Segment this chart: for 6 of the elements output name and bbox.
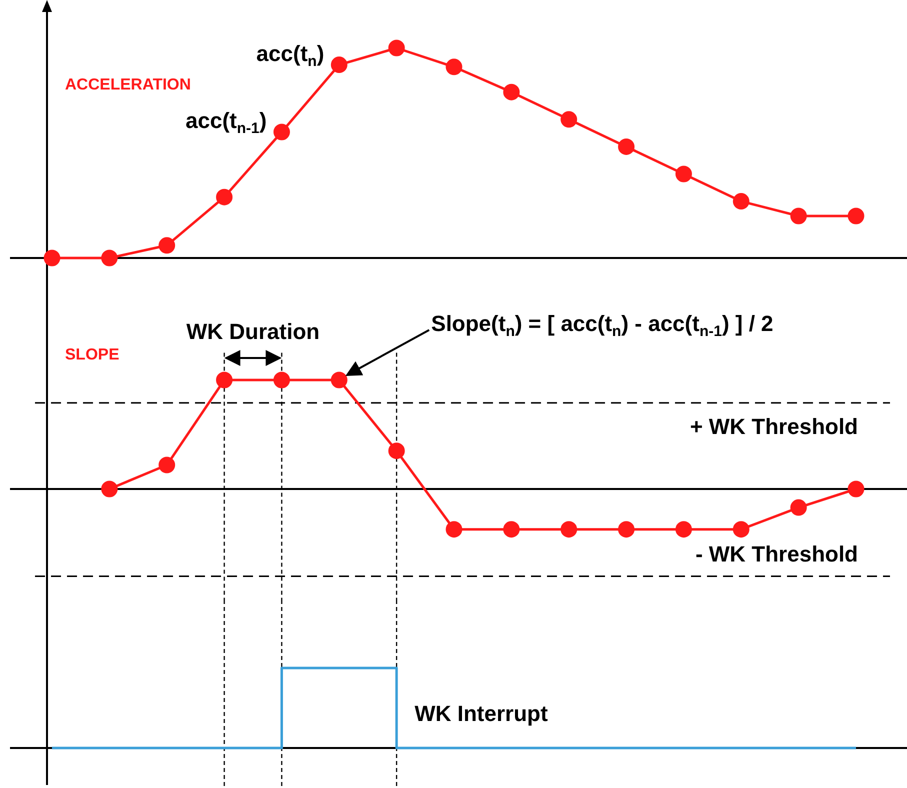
ref-line-label: + WK Threshold (690, 414, 858, 439)
annotation: WK Interrupt (414, 701, 548, 726)
ref-line-label: - WK Threshold (695, 541, 858, 566)
text: WK Duration (186, 319, 320, 344)
text: ACCELERATION (65, 76, 191, 94)
chart-title: SLOPE (65, 346, 120, 364)
